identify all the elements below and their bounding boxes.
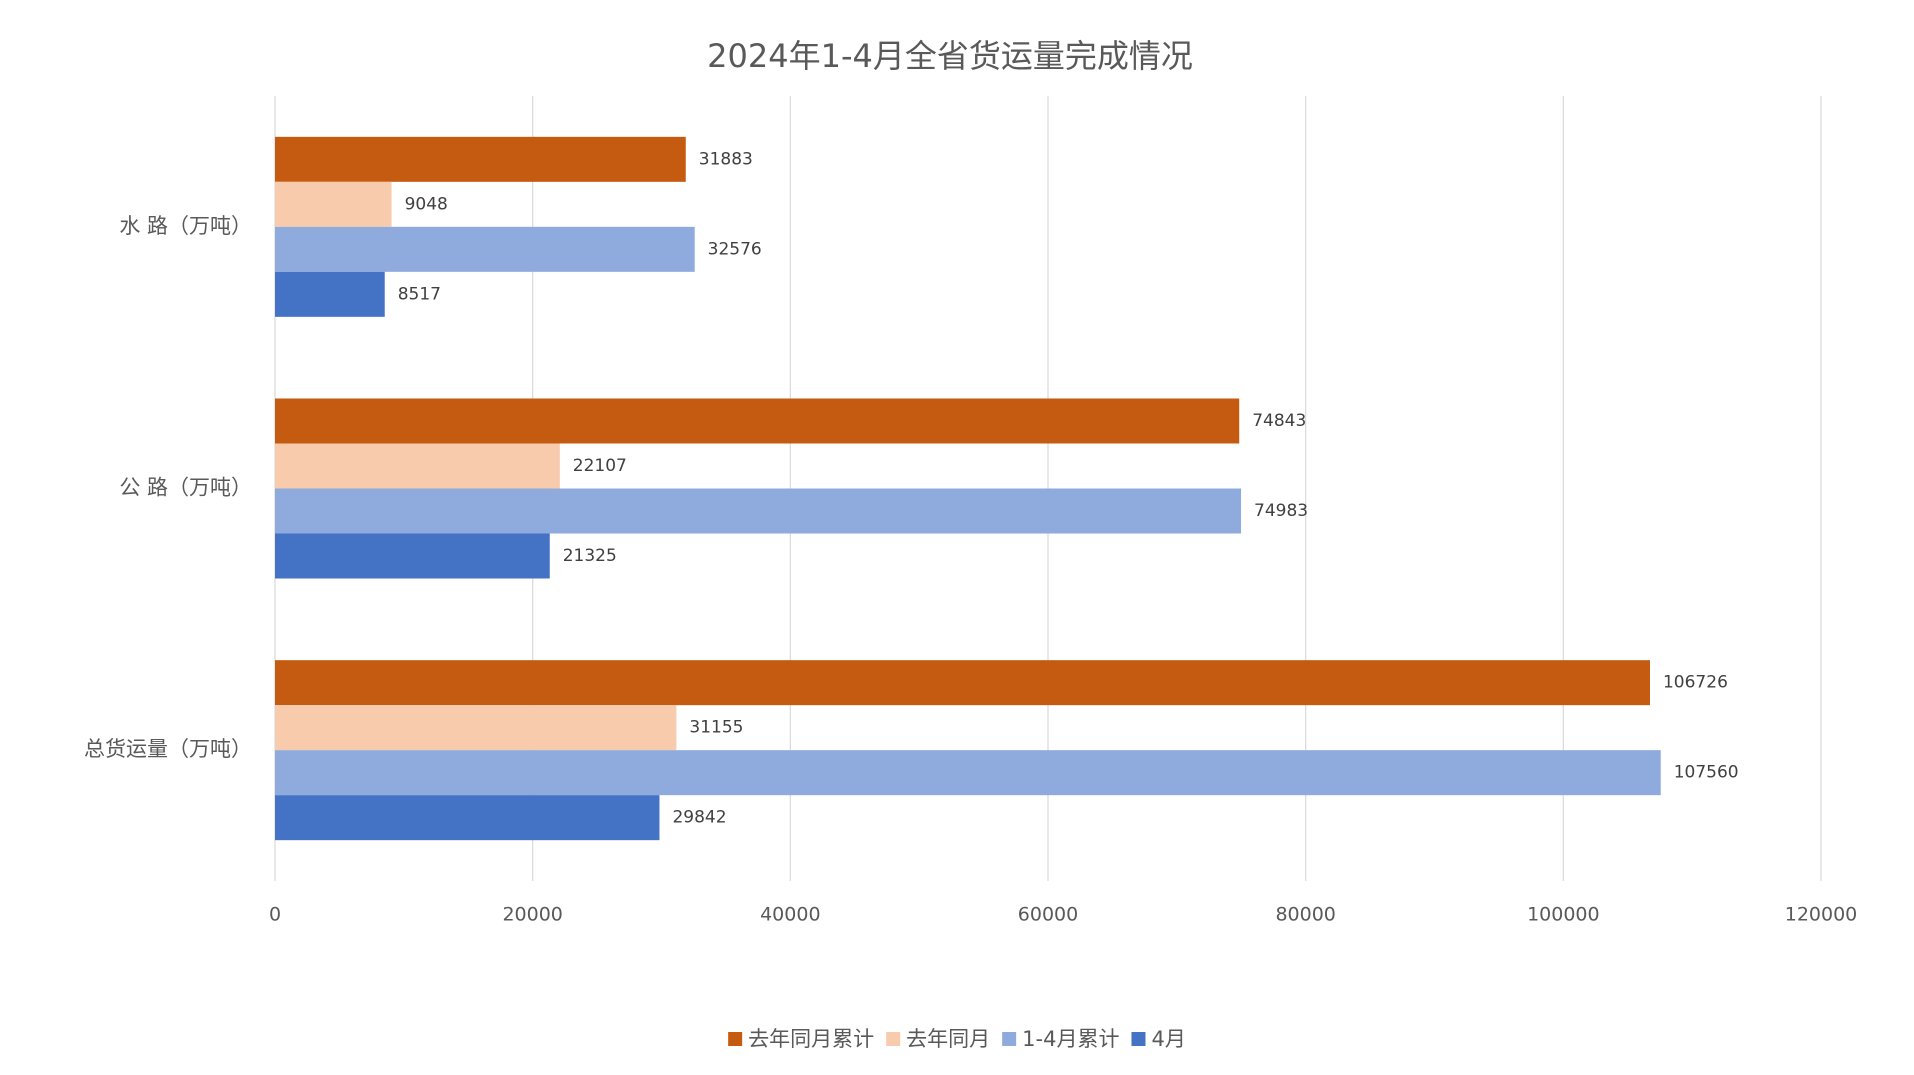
data-label: 31883 [699,149,753,169]
data-label: 31155 [689,718,743,738]
x-tick-label: 80000 [1275,904,1335,926]
bar [275,398,1240,444]
data-label: 32576 [708,239,762,259]
x-tick-label: 100000 [1527,904,1600,926]
data-label: 22107 [573,456,627,476]
bar [275,443,560,489]
legend-swatch [1002,1032,1017,1046]
data-label: 74843 [1252,411,1306,431]
bar [275,488,1242,534]
legend-swatch [1131,1032,1146,1046]
data-label: 8517 [398,284,441,304]
legend-label: 去年同月 [906,1027,990,1051]
bar [275,533,550,579]
legend-label: 1-4月累计 [1022,1027,1119,1051]
data-label: 21325 [563,546,617,566]
x-tick-label: 40000 [760,904,820,926]
bar [275,271,385,317]
bar [275,705,677,751]
bar [275,795,660,841]
data-label: 29842 [672,808,726,828]
x-tick-label: 0 [269,904,281,926]
legend-swatch [728,1032,743,1046]
y-tick-label: 总货运量（万吨） [84,737,252,761]
x-tick-label: 20000 [502,904,562,926]
bar [275,226,695,272]
x-tick-label: 120000 [1785,904,1858,926]
bar [275,750,1661,796]
data-label: 9048 [405,194,448,214]
bar [275,181,392,227]
chart-title: 2024年1-4月全省货运量完成情况 [707,37,1193,75]
data-label: 107560 [1674,763,1739,783]
legend-swatch [886,1032,901,1046]
x-tick-label: 60000 [1018,904,1078,926]
bar [275,136,686,182]
legend-label: 去年同月累计 [748,1027,874,1051]
data-label: 106726 [1663,673,1728,693]
data-label: 74983 [1254,501,1308,521]
bar [275,660,1650,706]
legend-label: 4月 [1151,1027,1185,1051]
y-tick-label: 水 路（万吨） [119,214,252,238]
y-tick-label: 公 路（万吨） [119,476,252,500]
